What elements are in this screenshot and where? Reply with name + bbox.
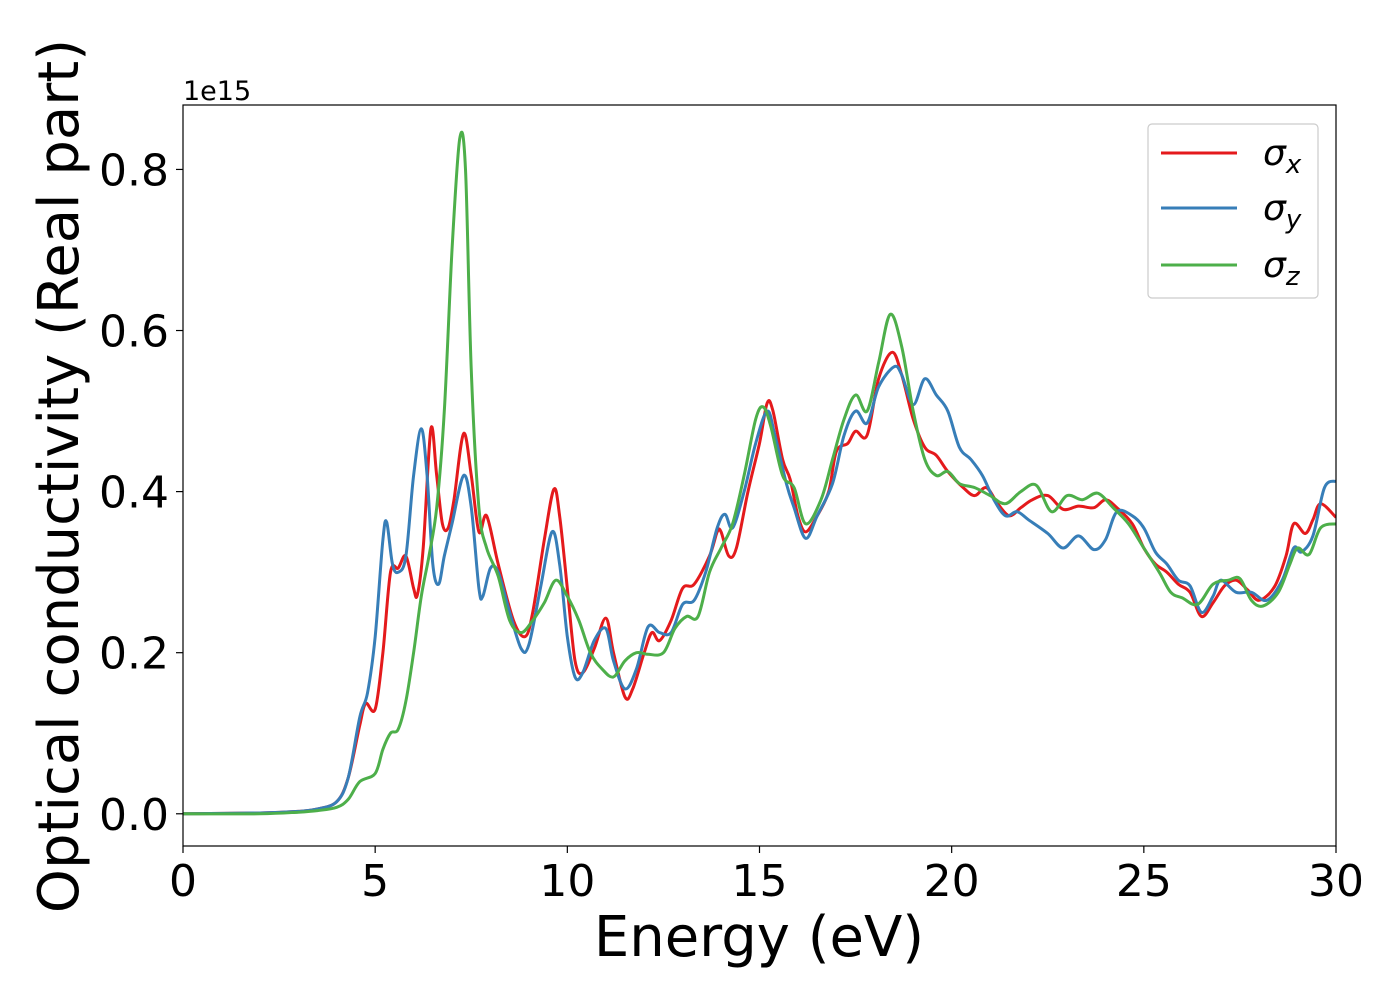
legend: σx σy σz — [1147, 123, 1319, 299]
x-tick-label: 0 — [169, 856, 197, 907]
x-tick-label: 10 — [539, 856, 595, 907]
y-tick-label: 0.0 — [99, 790, 169, 841]
y-tick-label: 0.2 — [99, 629, 169, 680]
x-axis: 0 5 10 15 20 25 30 — [169, 846, 1364, 907]
x-tick-label: 25 — [1116, 856, 1172, 907]
y-tick-label: 0.6 — [99, 307, 169, 358]
x-tick-label: 5 — [361, 856, 389, 907]
series-layer — [183, 130, 1336, 816]
legend-label-z: σz — [1263, 245, 1301, 292]
y-offset-label: 1e15 — [183, 76, 251, 107]
legend-frame — [1147, 123, 1319, 299]
y-tick-label: 0.8 — [99, 145, 169, 196]
x-tick-label: 15 — [732, 856, 788, 907]
x-tick-label: 30 — [1308, 856, 1364, 907]
legend-label-y: σy — [1263, 188, 1302, 235]
y-axis-title: Optical conductivity (Real part) — [27, 39, 92, 913]
series-line-z — [183, 130, 1336, 816]
y-tick-label: 0.4 — [99, 468, 169, 519]
y-axis: 0.0 0.2 0.4 0.6 0.8 — [99, 145, 183, 841]
x-tick-label: 20 — [924, 856, 980, 907]
legend-label-x: σx — [1263, 133, 1302, 180]
x-axis-title: Energy (eV) — [594, 905, 924, 970]
